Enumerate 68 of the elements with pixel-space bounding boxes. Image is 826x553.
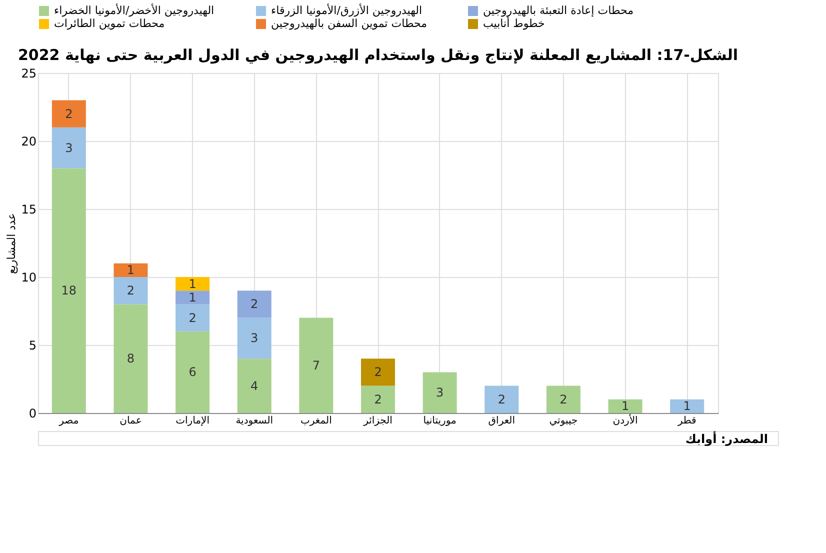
legend-label: الهيدروجين الأخضر/الأمونيا الخضراء bbox=[54, 3, 214, 17]
x-tick-label: جيبوتي bbox=[549, 416, 578, 426]
legend-label: الهيدروجين الأزرق/الأمونيا الزرقاء bbox=[271, 3, 422, 17]
bar bbox=[361, 386, 395, 413]
data-label: 2 bbox=[374, 392, 382, 406]
y-tick-label: 0 bbox=[28, 406, 36, 420]
legend-label: محطات إعادة التعبئة بالهيدروجين bbox=[483, 4, 634, 17]
data-label: 3 bbox=[65, 140, 73, 155]
y-tick-label: 25 bbox=[21, 66, 36, 80]
x-tick-label: موريتانيا bbox=[423, 416, 456, 426]
data-label: 2 bbox=[188, 310, 196, 325]
bar bbox=[237, 358, 272, 413]
bar bbox=[299, 318, 334, 413]
bar bbox=[361, 358, 395, 386]
bar bbox=[52, 127, 86, 168]
x-tick-label: مصر bbox=[58, 416, 79, 426]
data-label: 1 bbox=[126, 263, 135, 278]
y-tick-label: 10 bbox=[21, 270, 36, 284]
x-tick-label: قطر bbox=[676, 416, 697, 426]
x-tick-label: الجزائر bbox=[362, 416, 392, 426]
x-tick-label: المغرب bbox=[300, 416, 332, 426]
bar bbox=[608, 399, 642, 413]
bar bbox=[176, 277, 210, 291]
data-label: 6 bbox=[188, 365, 196, 380]
bar bbox=[176, 304, 210, 332]
bar bbox=[422, 372, 457, 413]
y-tick-label: 15 bbox=[21, 202, 36, 216]
legend-label: محطات تموين الطائرات bbox=[54, 17, 165, 30]
data-label: 2 bbox=[126, 284, 135, 298]
x-tick-label: الإمارات bbox=[176, 416, 210, 426]
bar bbox=[176, 331, 210, 413]
x-tick-label: السعودية bbox=[236, 416, 274, 426]
data-label: 8 bbox=[126, 352, 135, 366]
bar bbox=[237, 290, 272, 318]
data-label: 2 bbox=[498, 392, 506, 406]
text: المصدر: أوابك bbox=[685, 431, 768, 446]
legend-label: خطوط أنابيب bbox=[483, 16, 545, 30]
data-label: 2 bbox=[560, 392, 568, 406]
bar bbox=[670, 399, 704, 413]
x-tick-label: عمان bbox=[120, 416, 142, 426]
y-axis-title: عدد المشاريع bbox=[5, 213, 18, 274]
data-label: 3 bbox=[436, 386, 444, 400]
data-label: 4 bbox=[250, 378, 258, 393]
data-label: 2 bbox=[65, 106, 73, 121]
chart-title: الشكل-17: المشاريع المعلنة لإنتاج ونقل واستخدام الهيدروجين في الدول العربية حتى نهاية 2022 bbox=[18, 46, 738, 64]
data-label: 2 bbox=[374, 365, 382, 380]
bar bbox=[237, 318, 272, 359]
bar bbox=[114, 277, 148, 304]
data-label: 3 bbox=[250, 331, 258, 346]
bar bbox=[484, 386, 519, 413]
x-tick-label: الأردن bbox=[612, 414, 638, 426]
bar bbox=[176, 290, 210, 304]
x-tick-label: العراق bbox=[488, 416, 515, 426]
data-label: 18 bbox=[61, 284, 77, 298]
bar bbox=[52, 168, 86, 413]
data-label: 2 bbox=[250, 297, 258, 312]
y-tick-label: 20 bbox=[21, 134, 36, 148]
bar bbox=[546, 386, 580, 413]
data-label: 1 bbox=[188, 276, 196, 291]
bar bbox=[52, 100, 86, 128]
data-label: 1 bbox=[188, 290, 196, 304]
y-tick-label: 5 bbox=[28, 338, 36, 352]
data-label: 1 bbox=[683, 399, 691, 414]
bar bbox=[114, 263, 148, 277]
data-label: 1 bbox=[621, 399, 630, 414]
legend-label: محطات تموين السفن بالهيدروجين bbox=[271, 17, 428, 30]
data-label: 7 bbox=[312, 358, 320, 372]
bar bbox=[114, 304, 148, 413]
